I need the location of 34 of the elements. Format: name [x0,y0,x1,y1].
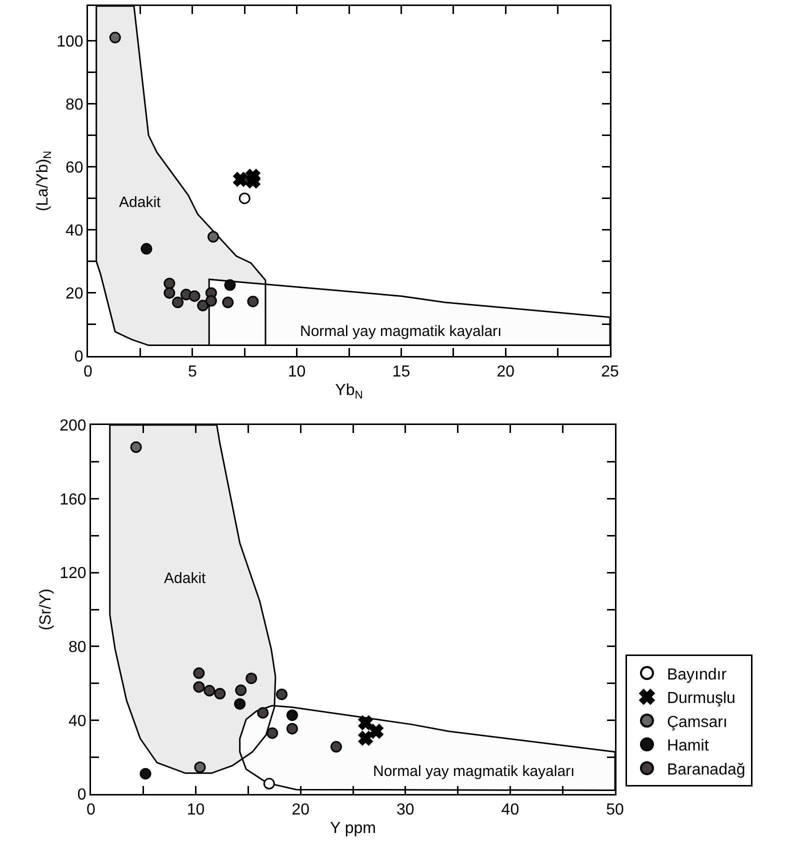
x-tick-label: 40 [501,802,520,819]
y-tick-label: 200 [60,418,86,435]
legend-label: Hamit [666,738,710,755]
x-tick-label: 5 [188,364,197,381]
x-tick-label: 20 [496,364,515,381]
annotation: Normal yay magmatik kayaları [300,323,502,340]
y-tick-label: 60 [66,159,84,176]
legend-label: Baranadağ [666,761,746,778]
annotation: Adakit [164,570,207,587]
y-tick-label: 0 [77,786,86,804]
y-tick-label: 160 [60,491,86,508]
y-tick-label: 40 [68,712,86,730]
x-axis-title: Y ppm [330,820,376,838]
y-tick-label: 20 [66,286,84,303]
x-axis-title: Yb$_{N}$ [335,382,363,402]
y-tick-label: 0 [74,348,84,366]
legend-label: Bayındır [666,666,728,684]
x-tick-label: 20 [292,802,310,819]
y-tick-label: 80 [66,96,84,114]
y-axis-title: (Sr/Y) [38,588,55,630]
x-tick-label: 50 [606,802,624,819]
legend-label: Durmuşlu [666,690,736,708]
x-tick-label: 10 [186,802,205,819]
annotation: Adakit [119,194,162,211]
x-tick-label: 25 [601,364,619,381]
annotation: Normal yay magmatik kayaları [373,763,575,780]
x-tick-label: 30 [396,802,414,819]
y-tick-label: 120 [60,565,86,582]
y-tick-label: 40 [66,222,84,240]
x-tick-label: 15 [392,364,410,381]
x-tick-label: 10 [288,364,306,381]
y-tick-label: 80 [68,639,86,656]
legend-label: Çamsarı [666,714,728,731]
y-tick-label: 100 [56,33,84,50]
